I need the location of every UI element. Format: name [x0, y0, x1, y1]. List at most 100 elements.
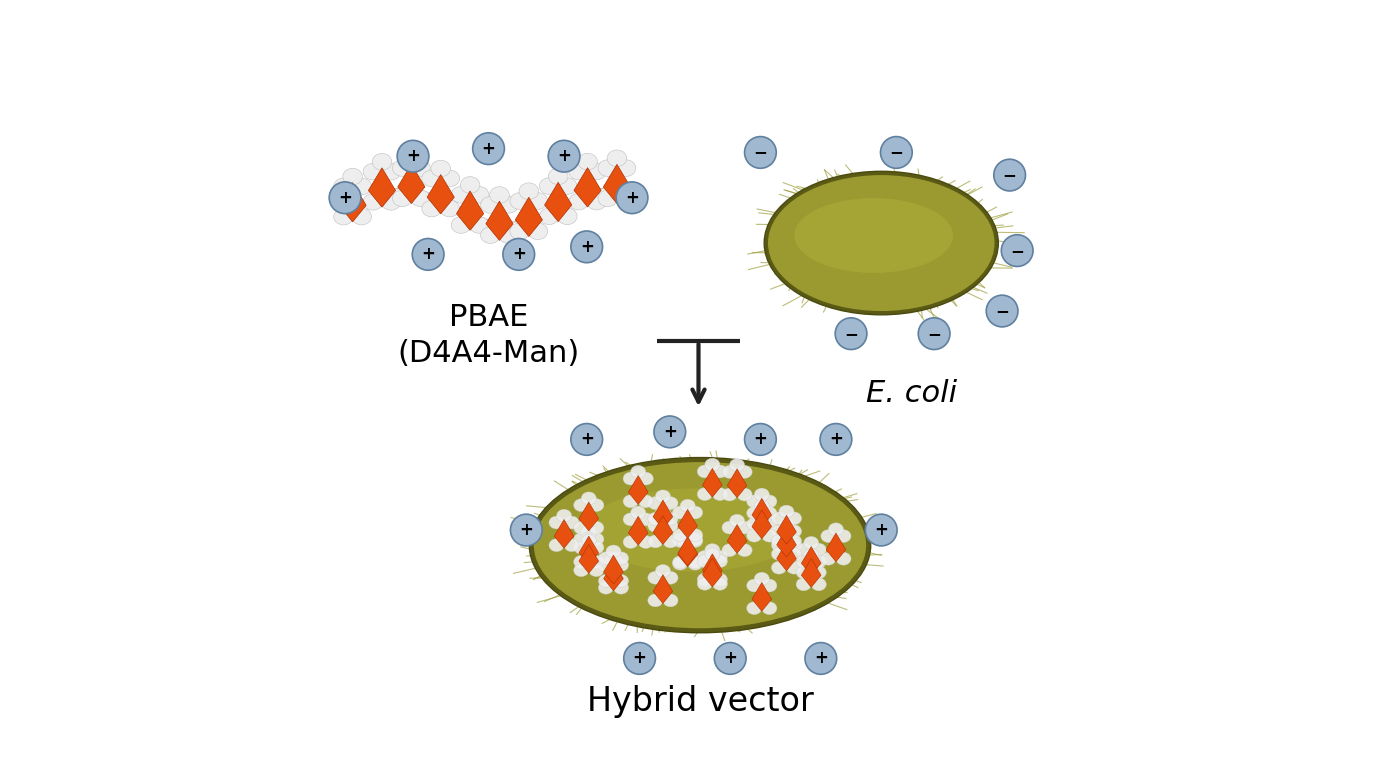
Text: +: + [519, 521, 533, 539]
Text: +: + [829, 431, 843, 449]
Text: +: + [875, 521, 888, 539]
Ellipse shape [736, 522, 752, 534]
Ellipse shape [510, 223, 529, 240]
Ellipse shape [638, 513, 654, 526]
Ellipse shape [598, 575, 613, 587]
Circle shape [865, 514, 897, 546]
Ellipse shape [469, 217, 489, 233]
Ellipse shape [606, 545, 622, 558]
Ellipse shape [804, 549, 819, 561]
Ellipse shape [680, 528, 696, 540]
Ellipse shape [778, 505, 794, 518]
Ellipse shape [762, 518, 777, 531]
Text: +: + [662, 423, 676, 441]
Ellipse shape [762, 579, 777, 592]
Ellipse shape [431, 160, 451, 177]
Ellipse shape [564, 516, 580, 529]
Ellipse shape [836, 553, 851, 565]
Circle shape [329, 182, 361, 214]
Ellipse shape [598, 160, 617, 177]
Ellipse shape [581, 492, 596, 505]
Polygon shape [427, 174, 455, 214]
Text: +: + [724, 650, 738, 668]
Ellipse shape [557, 178, 577, 194]
Polygon shape [703, 468, 722, 497]
Circle shape [714, 643, 746, 675]
Ellipse shape [574, 533, 589, 546]
Polygon shape [678, 537, 697, 565]
Text: −: − [844, 324, 858, 343]
Ellipse shape [697, 465, 713, 478]
Ellipse shape [533, 462, 867, 628]
Ellipse shape [787, 547, 802, 560]
Ellipse shape [343, 168, 363, 185]
Ellipse shape [529, 458, 871, 633]
Text: +: + [633, 650, 647, 668]
Text: +: + [406, 147, 420, 165]
Text: −: − [753, 143, 767, 161]
Text: +: + [557, 147, 571, 165]
Ellipse shape [746, 602, 762, 615]
Ellipse shape [613, 552, 629, 565]
Ellipse shape [746, 506, 762, 519]
Ellipse shape [589, 533, 603, 546]
Polygon shape [654, 575, 673, 603]
Ellipse shape [351, 208, 371, 225]
Polygon shape [727, 469, 746, 497]
Ellipse shape [736, 543, 752, 556]
Ellipse shape [613, 581, 629, 594]
Ellipse shape [787, 534, 802, 547]
Ellipse shape [574, 541, 589, 554]
Polygon shape [339, 183, 367, 222]
Ellipse shape [598, 552, 613, 565]
Ellipse shape [713, 555, 728, 568]
Polygon shape [777, 515, 797, 544]
Ellipse shape [528, 223, 547, 240]
Ellipse shape [392, 160, 412, 177]
Ellipse shape [736, 465, 752, 478]
Circle shape [994, 159, 1026, 191]
Ellipse shape [762, 529, 777, 542]
Ellipse shape [787, 525, 802, 537]
Ellipse shape [381, 163, 400, 180]
Ellipse shape [797, 556, 811, 568]
Ellipse shape [664, 519, 678, 532]
Ellipse shape [672, 557, 687, 570]
Ellipse shape [589, 556, 603, 568]
Ellipse shape [811, 566, 826, 579]
Ellipse shape [820, 530, 836, 543]
Ellipse shape [598, 581, 613, 594]
Circle shape [398, 140, 428, 172]
Circle shape [473, 133, 504, 164]
Text: PBAE
(D4A4-Man): PBAE (D4A4-Man) [398, 303, 580, 368]
Ellipse shape [623, 472, 638, 485]
Ellipse shape [797, 543, 811, 556]
Ellipse shape [736, 488, 752, 501]
Ellipse shape [771, 534, 787, 547]
Polygon shape [574, 168, 601, 207]
Ellipse shape [687, 556, 703, 568]
Text: +: + [753, 431, 767, 449]
Text: +: + [482, 139, 496, 158]
Ellipse shape [672, 506, 687, 519]
Ellipse shape [722, 543, 736, 556]
Polygon shape [545, 183, 571, 221]
Polygon shape [678, 509, 697, 538]
Polygon shape [486, 201, 512, 240]
Ellipse shape [608, 150, 627, 167]
Ellipse shape [613, 575, 629, 587]
Ellipse shape [589, 522, 603, 534]
Ellipse shape [746, 529, 762, 542]
Text: +: + [512, 246, 525, 263]
Ellipse shape [557, 208, 577, 224]
Ellipse shape [574, 499, 589, 512]
Ellipse shape [704, 548, 720, 561]
Ellipse shape [704, 459, 720, 471]
Ellipse shape [778, 532, 794, 545]
Ellipse shape [687, 506, 703, 519]
Ellipse shape [687, 557, 703, 570]
Ellipse shape [528, 193, 547, 209]
Ellipse shape [794, 198, 953, 273]
Ellipse shape [616, 160, 636, 177]
Ellipse shape [638, 495, 654, 508]
